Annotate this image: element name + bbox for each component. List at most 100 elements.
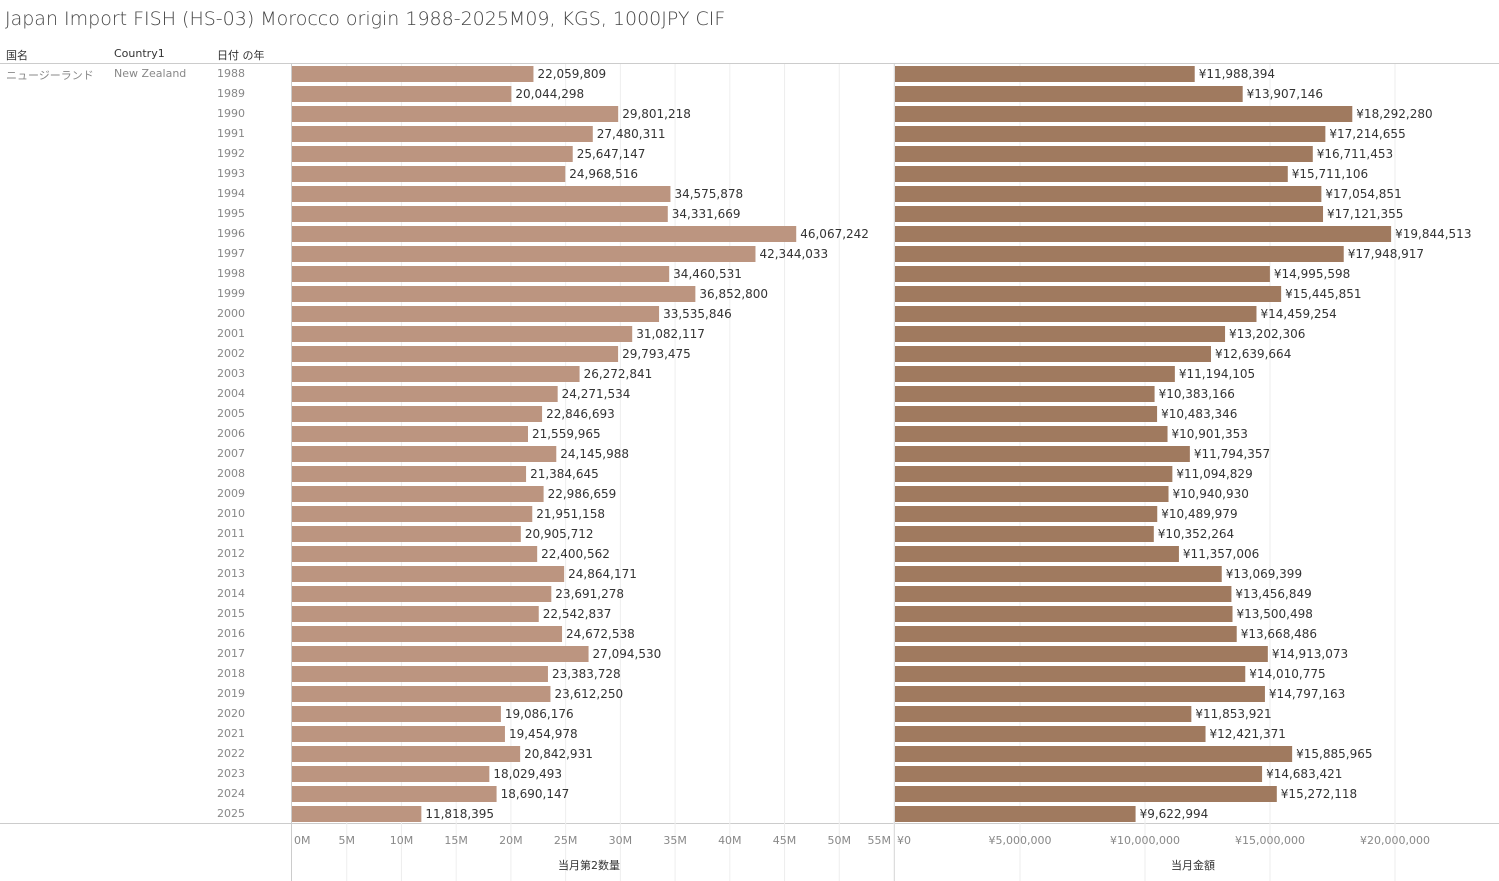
data-label-amount: ¥13,668,486 <box>1241 627 1317 641</box>
bar-quantity-2001[interactable] <box>292 326 633 342</box>
bar-amount-2009[interactable] <box>895 486 1169 502</box>
year-label: 1992 <box>217 147 245 160</box>
bar-amount-2005[interactable] <box>895 406 1158 422</box>
year-label: 2006 <box>217 427 245 440</box>
bar-quantity-2020[interactable] <box>292 706 501 722</box>
bar-amount-2023[interactable] <box>895 766 1263 782</box>
bar-quantity-2016[interactable] <box>292 626 563 642</box>
x-axis-title-amount: 当月金額 <box>1171 859 1215 872</box>
bar-quantity-2019[interactable] <box>292 686 551 702</box>
bar-amount-1988[interactable] <box>895 66 1195 82</box>
bar-quantity-1990[interactable] <box>292 106 619 122</box>
bar-quantity-1988[interactable] <box>292 66 534 82</box>
bar-quantity-1991[interactable] <box>292 126 593 142</box>
bar-amount-2007[interactable] <box>895 446 1190 462</box>
year-label: 2013 <box>217 567 245 580</box>
bar-quantity-1992[interactable] <box>292 146 573 162</box>
header-country1[interactable]: Country1 <box>114 47 165 60</box>
x-tick-label-amount: ¥0 <box>897 834 911 847</box>
bar-amount-1992[interactable] <box>895 146 1313 162</box>
bar-quantity-2024[interactable] <box>292 786 497 802</box>
bar-amount-2015[interactable] <box>895 606 1233 622</box>
bar-amount-2022[interactable] <box>895 746 1293 762</box>
bar-amount-2018[interactable] <box>895 666 1246 682</box>
bar-quantity-2022[interactable] <box>292 746 521 762</box>
bar-amount-2025[interactable] <box>895 806 1136 822</box>
data-label-quantity: 19,454,978 <box>509 727 578 741</box>
bar-amount-1991[interactable] <box>895 126 1326 142</box>
bar-amount-1990[interactable] <box>895 106 1353 122</box>
bar-quantity-2012[interactable] <box>292 546 538 562</box>
year-label: 2021 <box>217 727 245 740</box>
data-label-amount: ¥12,421,371 <box>1210 727 1286 741</box>
bar-amount-2024[interactable] <box>895 786 1277 802</box>
bar-amount-2011[interactable] <box>895 526 1154 542</box>
bar-amount-1999[interactable] <box>895 286 1282 302</box>
year-label: 1990 <box>217 107 245 120</box>
bar-amount-2004[interactable] <box>895 386 1155 402</box>
bar-quantity-2021[interactable] <box>292 726 505 742</box>
bar-amount-2014[interactable] <box>895 586 1232 602</box>
bar-amount-2008[interactable] <box>895 466 1173 482</box>
bar-quantity-2013[interactable] <box>292 566 565 582</box>
bar-amount-2020[interactable] <box>895 706 1192 722</box>
bar-amount-2006[interactable] <box>895 426 1168 442</box>
data-label-amount: ¥13,500,498 <box>1237 607 1313 621</box>
bar-quantity-2003[interactable] <box>292 366 580 382</box>
year-label: 2018 <box>217 667 245 680</box>
bar-amount-1993[interactable] <box>895 166 1288 182</box>
bar-quantity-1998[interactable] <box>292 266 670 282</box>
data-label-amount: ¥14,010,775 <box>1249 667 1325 681</box>
bar-quantity-2011[interactable] <box>292 526 521 542</box>
bar-quantity-2007[interactable] <box>292 446 557 462</box>
bar-quantity-2018[interactable] <box>292 666 548 682</box>
header-year[interactable]: 日付 の年 <box>217 49 265 62</box>
bar-amount-1996[interactable] <box>895 226 1392 242</box>
bar-quantity-2010[interactable] <box>292 506 533 522</box>
bar-amount-2012[interactable] <box>895 546 1179 562</box>
bar-amount-1997[interactable] <box>895 246 1344 262</box>
bar-quantity-1999[interactable] <box>292 286 696 302</box>
bar-quantity-2014[interactable] <box>292 586 552 602</box>
bar-amount-2016[interactable] <box>895 626 1237 642</box>
bar-amount-2017[interactable] <box>895 646 1268 662</box>
bar-amount-2021[interactable] <box>895 726 1206 742</box>
bar-amount-2001[interactable] <box>895 326 1226 342</box>
bar-quantity-1989[interactable] <box>292 86 512 102</box>
bar-quantity-1997[interactable] <box>292 246 756 262</box>
bar-amount-2013[interactable] <box>895 566 1222 582</box>
bar-quantity-2006[interactable] <box>292 426 528 442</box>
bar-amount-2010[interactable] <box>895 506 1158 522</box>
data-label-quantity: 27,480,311 <box>597 127 666 141</box>
bar-amount-1995[interactable] <box>895 206 1324 222</box>
bar-quantity-2004[interactable] <box>292 386 558 402</box>
bar-quantity-2009[interactable] <box>292 486 544 502</box>
year-label: 2008 <box>217 467 245 480</box>
bar-quantity-1993[interactable] <box>292 166 566 182</box>
bar-quantity-2025[interactable] <box>292 806 422 822</box>
data-label-quantity: 23,691,278 <box>555 587 624 601</box>
bar-quantity-1994[interactable] <box>292 186 671 202</box>
bar-amount-1994[interactable] <box>895 186 1322 202</box>
x-tick-label-amount: ¥15,000,000 <box>1235 834 1305 847</box>
bar-quantity-2023[interactable] <box>292 766 490 782</box>
bar-amount-2003[interactable] <box>895 366 1175 382</box>
bar-quantity-2008[interactable] <box>292 466 527 482</box>
data-label-amount: ¥11,357,006 <box>1183 547 1259 561</box>
header-country-jp[interactable]: 国名 <box>6 49 28 62</box>
bar-amount-2002[interactable] <box>895 346 1211 362</box>
year-label: 1989 <box>217 87 245 100</box>
bar-quantity-2015[interactable] <box>292 606 539 622</box>
bar-amount-2019[interactable] <box>895 686 1265 702</box>
bar-amount-1989[interactable] <box>895 86 1243 102</box>
data-label-amount: ¥19,844,513 <box>1395 227 1471 241</box>
bar-quantity-2002[interactable] <box>292 346 619 362</box>
bar-quantity-2005[interactable] <box>292 406 543 422</box>
bar-amount-1998[interactable] <box>895 266 1270 282</box>
bar-quantity-2017[interactable] <box>292 646 589 662</box>
year-label: 2025 <box>217 807 245 820</box>
bar-quantity-1995[interactable] <box>292 206 668 222</box>
bar-amount-2000[interactable] <box>895 306 1257 322</box>
bar-quantity-1996[interactable] <box>292 226 797 242</box>
bar-quantity-2000[interactable] <box>292 306 660 322</box>
